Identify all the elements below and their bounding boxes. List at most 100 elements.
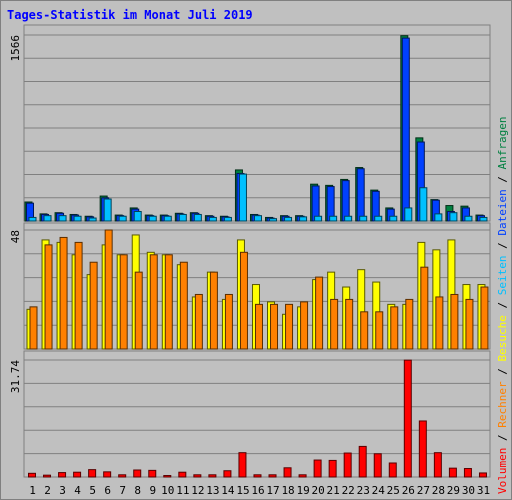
bar-rechner-day-4 — [74, 241, 83, 350]
bar-volumen-day-4 — [73, 471, 82, 478]
legend-separator: / — [496, 362, 509, 382]
bar-dateien-day-26 — [401, 37, 410, 222]
bar-rechner-day-31 — [480, 286, 489, 350]
bar-seiten-day-26 — [404, 207, 413, 222]
bar-rechner-day-16 — [254, 303, 263, 350]
bar-rechner-day-8 — [134, 271, 143, 350]
bar-seiten-day-12 — [193, 213, 202, 222]
bar-seiten-day-20 — [314, 215, 323, 222]
bar-volumen-day-2 — [43, 474, 52, 478]
bar-rechner-day-7 — [119, 254, 128, 350]
bar-rechner-day-20 — [315, 276, 324, 350]
x-tick-label: 10 — [161, 484, 174, 497]
bar-seiten-day-11 — [178, 213, 187, 222]
bar-volumen-day-23 — [358, 445, 367, 478]
bar-dateien-day-23 — [356, 168, 365, 222]
chart-title: Tages-Statistik im Monat Juli 2019 — [7, 8, 253, 22]
bar-rechner-day-23 — [360, 311, 369, 350]
x-tick-label: 7 — [119, 484, 126, 497]
bar-rechner-day-22 — [345, 298, 354, 350]
bar-seiten-day-25 — [389, 215, 398, 222]
y-max-label: 31.74 — [9, 360, 22, 393]
bar-seiten-day-10 — [163, 215, 172, 222]
x-tick-label: 1 — [29, 484, 36, 497]
legend-rechner: Rechner — [496, 381, 509, 428]
bar-volumen-day-11 — [178, 471, 187, 478]
bar-volumen-day-19 — [298, 474, 307, 478]
bar-seiten-day-6 — [103, 198, 112, 222]
bar-rechner-day-1 — [29, 306, 38, 350]
bar-seiten-day-3 — [58, 215, 67, 222]
x-tick-label: 11 — [176, 484, 189, 497]
bar-volumen-day-17 — [268, 474, 277, 478]
bar-volumen-day-13 — [208, 474, 217, 478]
x-tick-label: 15 — [236, 484, 249, 497]
x-tick-label: 3 — [59, 484, 66, 497]
bar-volumen-day-16 — [253, 474, 262, 478]
bar-seiten-day-5 — [88, 217, 97, 222]
bar-rechner-day-18 — [285, 303, 294, 350]
bar-rechner-day-11 — [179, 261, 188, 350]
bar-volumen-day-6 — [103, 471, 112, 478]
legend-anfragen: Anfragen — [496, 116, 509, 169]
legend-seiten: Seiten — [496, 256, 509, 296]
bar-seiten-day-31 — [479, 216, 488, 222]
x-tick-label: 31 — [477, 484, 490, 497]
x-tick-label: 6 — [104, 484, 111, 497]
x-tick-label: 16 — [251, 484, 264, 497]
bar-seiten-day-8 — [133, 210, 142, 222]
bar-volumen-day-29 — [448, 467, 457, 478]
bar-rechner-day-29 — [450, 293, 459, 350]
panel-top — [23, 24, 491, 222]
bar-seiten-day-29 — [449, 212, 458, 222]
legend-separator: / — [496, 236, 509, 256]
bar-rechner-day-5 — [89, 261, 98, 350]
bar-volumen-day-3 — [58, 472, 67, 478]
legend-separator: / — [496, 295, 509, 315]
bar-volumen-day-7 — [118, 474, 127, 478]
bar-seiten-day-30 — [464, 215, 473, 222]
bar-seiten-day-23 — [359, 215, 368, 222]
bar-volumen-day-18 — [283, 467, 292, 478]
bar-volumen-day-10 — [163, 475, 172, 478]
bar-rechner-day-9 — [149, 254, 158, 350]
bar-rechner-day-6 — [104, 229, 113, 350]
legend-besuche: Besuche — [496, 315, 509, 361]
bar-seiten-day-14 — [223, 216, 232, 222]
bar-volumen-day-1 — [28, 472, 36, 478]
bar-rechner-day-15 — [239, 251, 248, 350]
bar-seiten-day-19 — [299, 216, 308, 222]
bar-volumen-day-31 — [478, 472, 487, 478]
x-tick-label: 24 — [372, 484, 386, 497]
bar-volumen-day-22 — [343, 452, 352, 478]
bar-seiten-day-1 — [28, 216, 37, 222]
x-tick-label: 5 — [89, 484, 96, 497]
bar-volumen-day-28 — [433, 452, 442, 478]
bar-volumen-day-26 — [403, 359, 412, 478]
bar-seiten-day-13 — [208, 216, 217, 222]
bar-dateien-day-22 — [341, 180, 350, 222]
x-tick-label: 20 — [312, 484, 325, 497]
x-tick-label: 22 — [342, 484, 355, 497]
x-tick-label: 25 — [387, 484, 400, 497]
bar-volumen-day-15 — [238, 452, 247, 478]
x-tick-label: 9 — [149, 484, 156, 497]
bar-volumen-day-21 — [328, 459, 337, 478]
bar-volumen-day-24 — [373, 453, 382, 478]
bar-seiten-day-27 — [419, 187, 428, 222]
bar-seiten-day-4 — [73, 215, 82, 222]
legend-dateien: Dateien — [496, 189, 509, 235]
bar-seiten-day-18 — [284, 216, 293, 222]
bar-seiten-day-17 — [269, 218, 278, 222]
x-tick-label: 8 — [134, 484, 141, 497]
bar-volumen-day-25 — [388, 462, 397, 478]
panel-bottom — [23, 350, 491, 478]
bar-rechner-day-28 — [435, 296, 444, 350]
bar-volumen-day-8 — [133, 469, 142, 478]
x-tick-label: 27 — [417, 484, 430, 497]
x-tick-label: 30 — [462, 484, 475, 497]
x-tick-label: 14 — [221, 484, 235, 497]
x-tick-label: 26 — [402, 484, 415, 497]
bar-seiten-day-28 — [434, 213, 443, 222]
